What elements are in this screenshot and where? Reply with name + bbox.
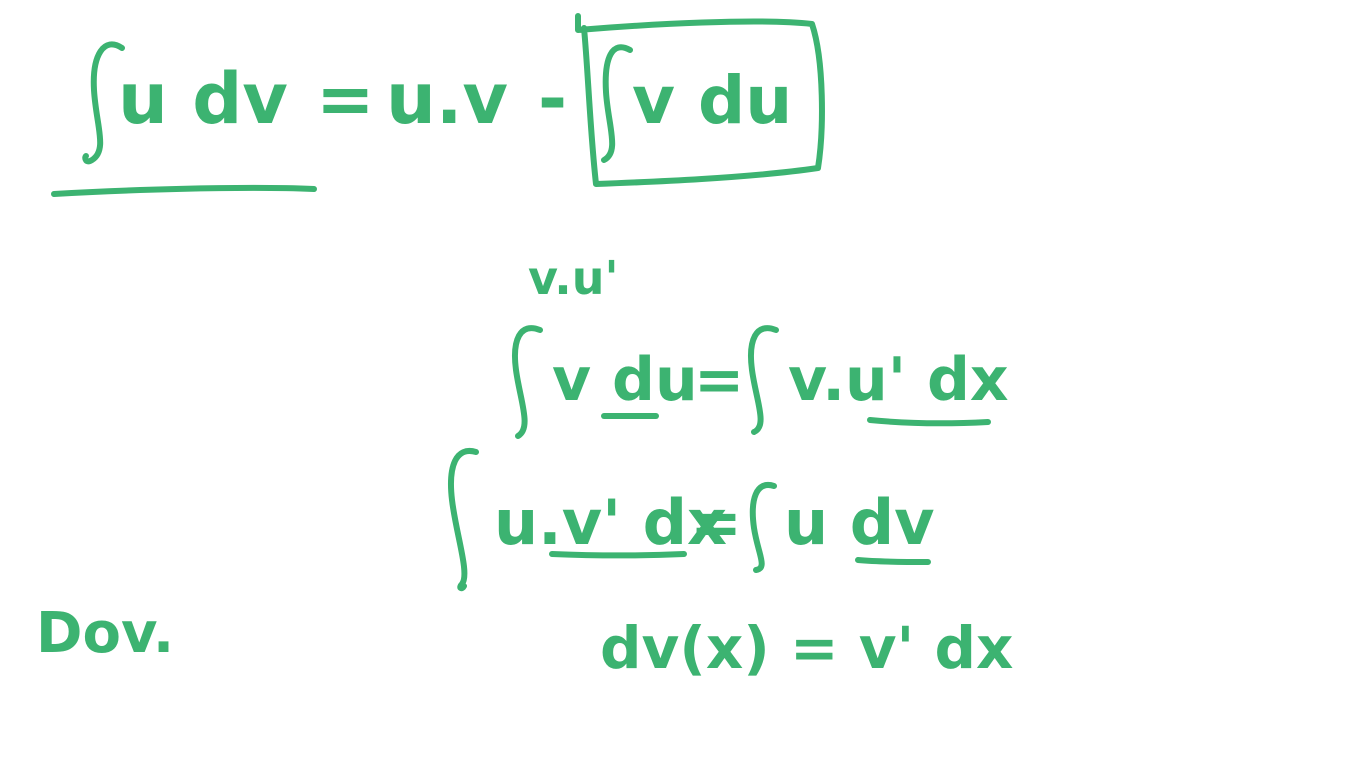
integral-sign-icon [512, 325, 543, 439]
equals-sign: = [316, 58, 375, 140]
underline-u-prime-dx [867, 417, 991, 427]
equals-sign: = [694, 345, 744, 415]
substitution-1-rhs: v.u' dx [788, 345, 1009, 415]
boxed-integrand: v du [632, 62, 792, 139]
underline-v-prime-dx [549, 551, 687, 559]
integral-sign-icon [749, 481, 777, 573]
underline-lhs [51, 184, 317, 197]
formula-integration-by-parts: u dv = u.v - v du [51, 13, 825, 197]
integral-sign-icon [448, 447, 479, 592]
substitution-1-lhs: v du [552, 345, 698, 415]
differential-definition: dv(x) = v' dx [600, 614, 1013, 682]
substitution-2-rhs: u dv [784, 486, 935, 559]
integral-sign-icon [748, 325, 779, 435]
integral-sign-icon [601, 44, 633, 163]
integral-sign-icon [82, 41, 125, 165]
product-term: u.v [386, 58, 508, 140]
annotation-v-u-prime: v.u' [528, 251, 619, 305]
lhs-integrand: u dv [118, 58, 288, 140]
minus-sign: - [538, 58, 567, 140]
substitution-2-lhs: u.v' dx [494, 486, 727, 559]
proof-label: Dov. [36, 601, 174, 666]
highlight-box [575, 13, 825, 187]
formula-substitution-2: u.v' dx = u dv [448, 447, 935, 592]
underline-dv [855, 557, 931, 565]
equals-sign: = [690, 486, 742, 559]
formula-substitution-1: v du = v.u' dx [512, 325, 1009, 439]
